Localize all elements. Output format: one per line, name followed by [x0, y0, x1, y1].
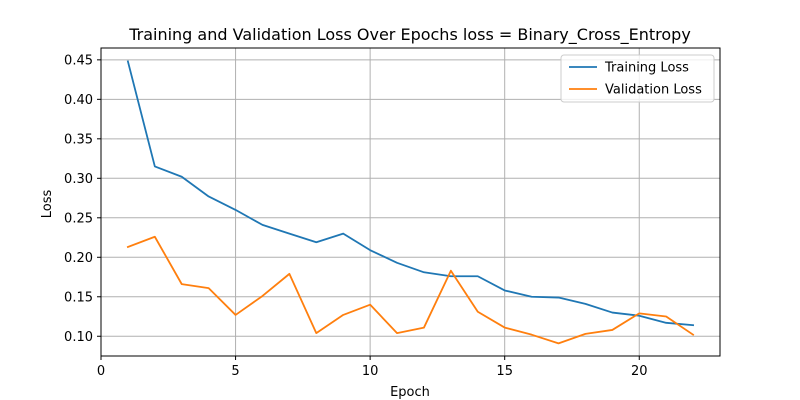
- x-tick-label: 20: [631, 364, 648, 379]
- legend: Training Loss Validation Loss: [560, 54, 715, 103]
- x-tick-label: 15: [496, 364, 513, 379]
- y-tick-label: 0.35: [64, 132, 93, 147]
- x-axis-label: Epoch: [390, 385, 430, 400]
- y-tick-label: 0.45: [64, 53, 93, 68]
- x-axis-ticks: 0 5 10 15 20: [97, 356, 648, 379]
- legend-box: [560, 54, 715, 103]
- y-tick-label: 0.40: [64, 93, 93, 108]
- x-tick-label: 5: [231, 364, 239, 379]
- plot-frame: [100, 47, 721, 357]
- series-lines: [126, 60, 695, 345]
- y-axis-label: Loss: [40, 190, 55, 219]
- series-line-training-loss: [126, 60, 695, 327]
- y-tick-label: 0.25: [64, 211, 93, 226]
- y-tick-label: 0.15: [64, 290, 93, 305]
- y-tick-label: 0.30: [64, 172, 93, 187]
- series-line-validation-loss: [126, 235, 695, 345]
- legend-label: Training Loss: [604, 61, 689, 76]
- legend-label: Validation Loss: [605, 83, 702, 98]
- y-tick-label: 0.10: [64, 330, 93, 345]
- y-axis-ticks: 0.10 0.15 0.20 0.25 0.30 0.35 0.40 0.45: [64, 53, 101, 345]
- x-tick-label: 10: [362, 364, 379, 379]
- y-tick-label: 0.20: [64, 251, 93, 266]
- x-tick-label: 0: [97, 364, 105, 379]
- chart-title: Training and Validation Loss Over Epochs…: [128, 25, 691, 45]
- grid-lines: [100, 48, 720, 356]
